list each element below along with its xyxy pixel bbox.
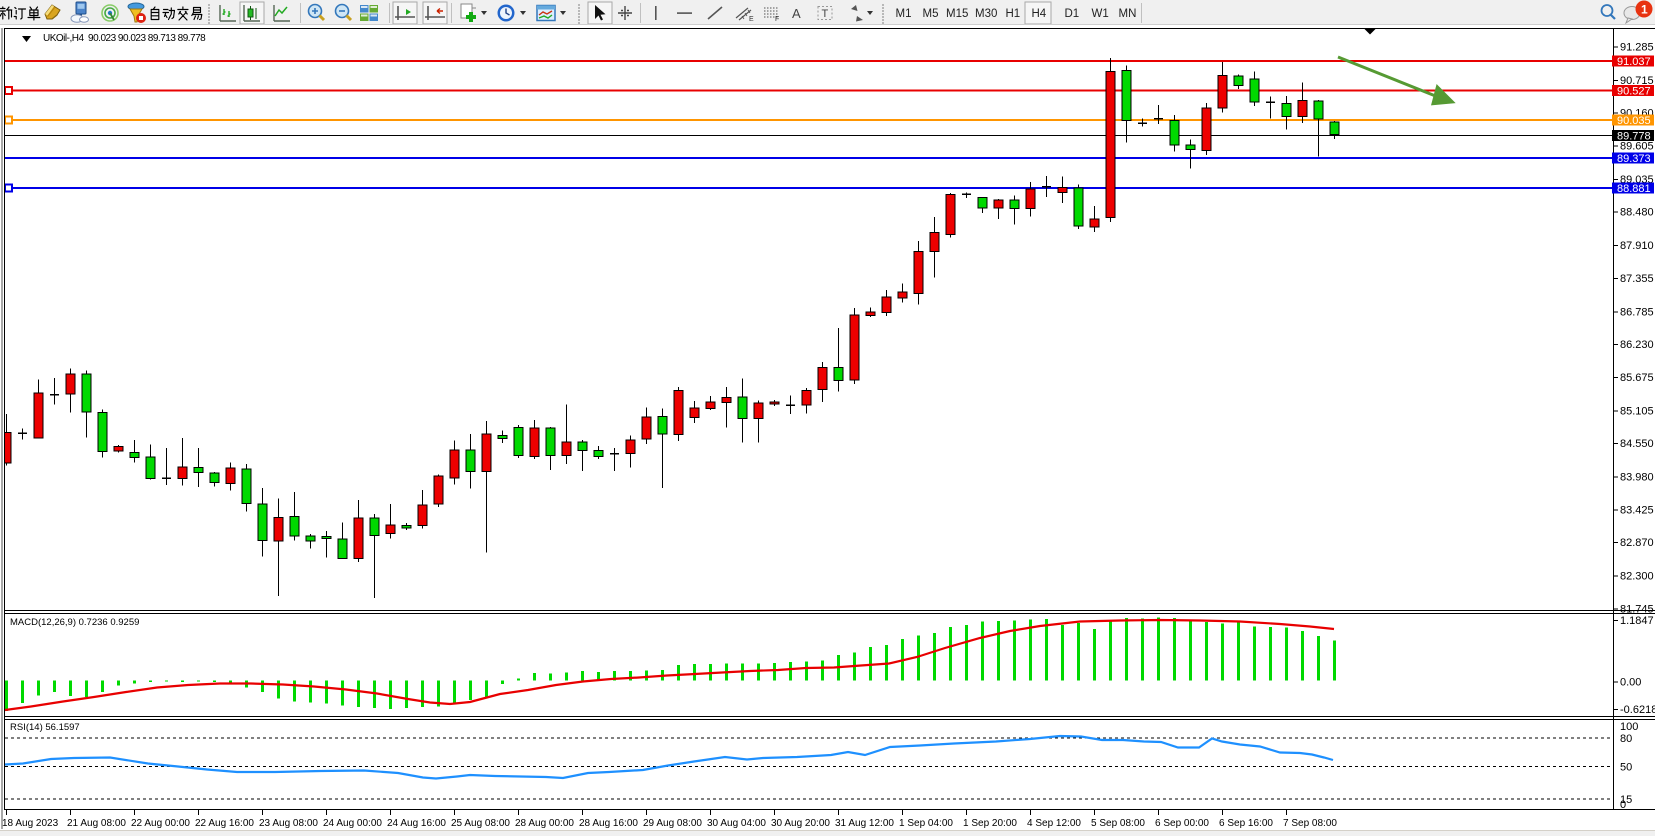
svg-text:T: T — [822, 8, 829, 20]
svg-text:H4: H4 — [1032, 8, 1047, 20]
svg-text:88.480: 88.480 — [1620, 207, 1654, 219]
svg-text:24 Aug 00:00: 24 Aug 00:00 — [323, 818, 382, 829]
svg-text:6 Sep 00:00: 6 Sep 00:00 — [1155, 818, 1209, 829]
svg-text:M1: M1 — [896, 8, 912, 20]
svg-text:7 Sep 08:00: 7 Sep 08:00 — [1283, 818, 1337, 829]
svg-text:M15: M15 — [946, 8, 968, 20]
svg-text:22 Aug 16:00: 22 Aug 16:00 — [195, 818, 254, 829]
svg-text:1 Sep 20:00: 1 Sep 20:00 — [963, 818, 1017, 829]
svg-text:81.745: 81.745 — [1620, 603, 1654, 615]
svg-text:30 Aug 04:00: 30 Aug 04:00 — [707, 818, 766, 829]
svg-text:18 Aug 2023: 18 Aug 2023 — [2, 818, 59, 829]
svg-text:90.035: 90.035 — [1617, 115, 1651, 127]
svg-text:RSI(14) 56.1597: RSI(14) 56.1597 — [10, 722, 80, 733]
svg-text:F: F — [775, 16, 779, 23]
svg-text:89.373: 89.373 — [1617, 153, 1651, 165]
svg-text:84.550: 84.550 — [1620, 438, 1654, 450]
svg-text:23 Aug 08:00: 23 Aug 08:00 — [259, 818, 318, 829]
svg-text:25 Aug 08:00: 25 Aug 08:00 — [451, 818, 510, 829]
svg-text:22 Aug 00:00: 22 Aug 00:00 — [131, 818, 190, 829]
svg-text:82.300: 82.300 — [1620, 571, 1654, 583]
svg-text:1.1847: 1.1847 — [1620, 615, 1654, 627]
svg-text:15: 15 — [1620, 794, 1632, 806]
svg-text:UKOil-,H4 90.023 90.023 89.71: UKOil-,H4 90.023 90.023 89.713 89.778 — [43, 33, 206, 44]
svg-text:89.605: 89.605 — [1620, 140, 1654, 152]
svg-text:H1: H1 — [1006, 8, 1021, 20]
svg-text:50: 50 — [1620, 762, 1632, 774]
svg-text:83.425: 83.425 — [1620, 504, 1654, 516]
svg-text:0: 0 — [1620, 799, 1626, 811]
svg-text:90.527: 90.527 — [1617, 86, 1651, 98]
svg-text:89.778: 89.778 — [1617, 131, 1651, 143]
svg-text:83.980: 83.980 — [1620, 472, 1654, 484]
svg-text:6 Sep 16:00: 6 Sep 16:00 — [1219, 818, 1273, 829]
svg-text:31 Aug 12:00: 31 Aug 12:00 — [835, 818, 894, 829]
svg-text:85.105: 85.105 — [1620, 405, 1654, 417]
svg-text:MACD(12,26,9) 0.7236 0.9259: MACD(12,26,9) 0.7236 0.9259 — [10, 617, 139, 628]
svg-text:21 Aug 08:00: 21 Aug 08:00 — [67, 818, 126, 829]
svg-text:5 Sep 08:00: 5 Sep 08:00 — [1091, 818, 1145, 829]
svg-text:4 Sep 12:00: 4 Sep 12:00 — [1027, 818, 1081, 829]
svg-text:M5: M5 — [923, 8, 939, 20]
svg-text:82.870: 82.870 — [1620, 537, 1654, 549]
svg-text:30 Aug 20:00: 30 Aug 20:00 — [771, 818, 830, 829]
svg-text:MN: MN — [1119, 8, 1137, 20]
svg-text:28 Aug 16:00: 28 Aug 16:00 — [579, 818, 638, 829]
svg-text:E: E — [749, 16, 754, 23]
svg-text:29 Aug 08:00: 29 Aug 08:00 — [643, 818, 702, 829]
svg-text:1: 1 — [1641, 3, 1648, 17]
svg-text:90.715: 90.715 — [1620, 75, 1654, 87]
svg-text:D1: D1 — [1065, 8, 1080, 20]
svg-text:W1: W1 — [1092, 8, 1109, 20]
svg-text:91.037: 91.037 — [1617, 56, 1651, 68]
svg-text:-0.6218: -0.6218 — [1620, 704, 1655, 716]
svg-text:28 Aug 00:00: 28 Aug 00:00 — [515, 818, 574, 829]
svg-text:0.00: 0.00 — [1620, 677, 1641, 689]
svg-text:87.355: 87.355 — [1620, 273, 1654, 285]
svg-text:100: 100 — [1620, 721, 1638, 733]
svg-text:A: A — [792, 6, 801, 21]
svg-text:80: 80 — [1620, 733, 1632, 745]
svg-text:24 Aug 16:00: 24 Aug 16:00 — [387, 818, 446, 829]
svg-text:86.230: 86.230 — [1620, 339, 1654, 351]
svg-text:85.675: 85.675 — [1620, 372, 1654, 384]
svg-text:86.785: 86.785 — [1620, 307, 1654, 319]
svg-text:91.285: 91.285 — [1620, 41, 1654, 53]
svg-text:M30: M30 — [975, 8, 997, 20]
svg-text:87.910: 87.910 — [1620, 240, 1654, 252]
svg-text:1 Sep 04:00: 1 Sep 04:00 — [899, 818, 953, 829]
svg-text:88.881: 88.881 — [1617, 183, 1651, 195]
